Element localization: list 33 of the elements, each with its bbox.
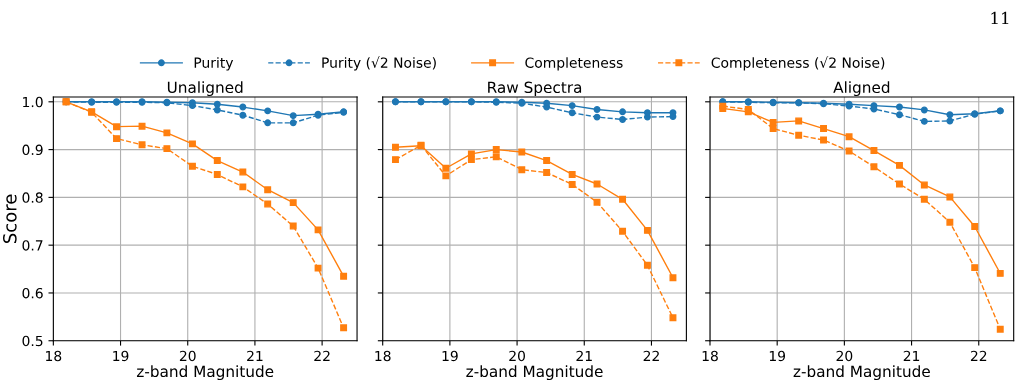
x-tick-label: 21 [903, 350, 920, 362]
x-tick-label: 20 [509, 350, 525, 362]
chart-title: Unaligned [167, 81, 243, 97]
x-tick-label: 18 [46, 350, 62, 362]
x-tick-label: 22 [314, 350, 330, 362]
text: 11 [991, 11, 1009, 25]
y-tick-label: 0.6 [22, 287, 43, 299]
y-tick-label: 0.9 [22, 144, 43, 156]
x-tick-label: 19 [113, 350, 129, 362]
x-axis-title: z-band Magnitude [793, 365, 930, 381]
x-tick-label: 20 [836, 350, 853, 362]
chart-title: Raw Spectra [488, 81, 582, 97]
legend-label: Completeness (√2 Noise) [711, 56, 885, 71]
x-axis-title: z-band Magnitude [466, 365, 603, 381]
x-tick-label: 19 [442, 350, 458, 362]
x-axis-title: z-band Magnitude [136, 365, 274, 381]
legend-label: Purity [194, 57, 234, 71]
y-tick-label: 0.8 [22, 192, 43, 203]
legend-label: Purity (√2 Noise) [322, 56, 436, 71]
x-tick-label: 20 [179, 350, 196, 362]
y-tick-label: 1.0 [23, 96, 43, 108]
x-tick-label: 19 [769, 350, 786, 362]
x-tick-label: 22 [970, 350, 987, 362]
x-tick-label: 18 [702, 350, 718, 362]
x-tick-label: 21 [576, 350, 592, 362]
x-tick-label: 18 [375, 350, 391, 362]
y-axis-title: Score [3, 194, 17, 243]
x-tick-label: 22 [643, 350, 659, 362]
y-tick-label: 0.7 [22, 240, 43, 251]
y-tick-label: 0.5 [22, 335, 43, 347]
legend-label: Completeness [525, 57, 623, 71]
chart-title: Aligned [833, 81, 890, 97]
x-tick-label: 21 [247, 350, 263, 362]
